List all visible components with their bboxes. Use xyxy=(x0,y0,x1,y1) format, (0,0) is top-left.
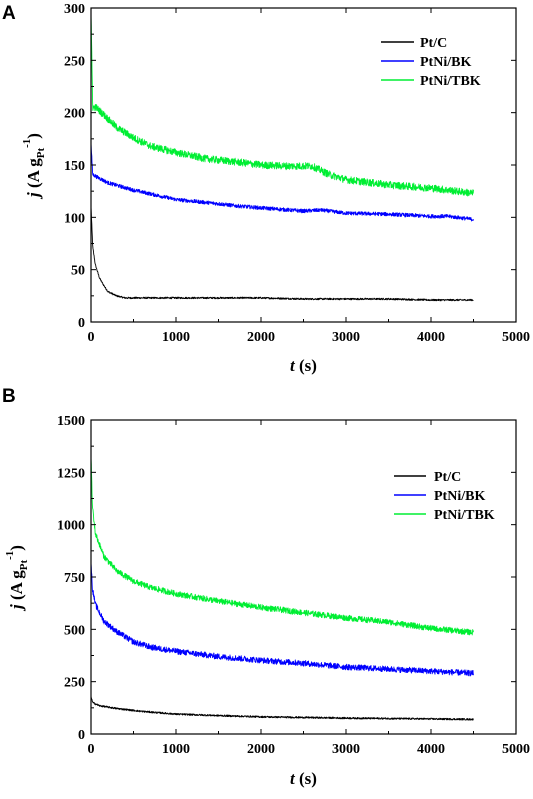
panel-b-x-tick-label: 2000 xyxy=(247,742,275,757)
panel-b-legend-label-ptc: Pt/C xyxy=(434,470,461,485)
panel-b-y-tick-label: 1000 xyxy=(57,519,85,534)
panel-b-x-tick-label: 4000 xyxy=(417,742,445,757)
panel-b-x-tick-label: 3000 xyxy=(332,742,360,757)
panel-a-series-line-ptni-bk xyxy=(90,143,474,222)
panel-a-plot-layer xyxy=(90,14,474,302)
panel-b-legend: Pt/C PtNi/BK PtNi/TBK xyxy=(394,470,495,523)
panel-a-x-tick-label: 2000 xyxy=(247,330,275,345)
panel-a-y-tick-label: 50 xyxy=(71,264,85,279)
panel-b-y-axis-title: j (A gPt-1) xyxy=(4,545,30,612)
panel-a-legend: Pt/C PtNi/BK PtNi/TBK xyxy=(381,36,481,89)
panel-b-y-tick-label: 1250 xyxy=(57,466,85,481)
panel-label-b: B xyxy=(2,386,16,407)
panel-b-y-tick-label: 500 xyxy=(64,623,85,638)
panel-a-y-tick-label: 200 xyxy=(64,107,85,122)
panel-a-series-line-ptni-tbk xyxy=(90,14,474,197)
panel-b-axes: 0 1000 2000 3000 4000 5000 0 250 500 750 1000 1250 1… xyxy=(57,414,530,757)
panel-a-y-axis-title: j (A gPt-1) xyxy=(21,133,47,200)
panel-b-plot-frame xyxy=(90,419,517,735)
panel-a-x-tick-label: 0 xyxy=(88,330,95,345)
panel-a-y-tick-label: 100 xyxy=(64,211,85,226)
panel-b-x-axis-title: t (s) xyxy=(290,769,317,788)
panel-b-x-tick-label: 5000 xyxy=(502,742,530,757)
panel-b-plot-layer xyxy=(90,457,474,721)
panel-a-y-tick-label: 250 xyxy=(64,54,85,69)
panel-b-legend-label-ptni-tbk: PtNi/TBK xyxy=(434,508,495,523)
panel-label-a: A xyxy=(2,3,16,24)
panel-a-y-tick-label: 300 xyxy=(64,2,85,17)
panel-a-x-tick-label: 3000 xyxy=(332,330,360,345)
panel-a-y-tick-label: 150 xyxy=(64,159,85,174)
panel-b-y-tick-label: 1500 xyxy=(57,414,85,429)
panel-b-y-tick-label: 250 xyxy=(64,676,85,691)
panel-a-y-tick-label: 0 xyxy=(78,316,85,331)
panel-b-y-tick-label: 750 xyxy=(64,571,85,586)
panel-a: A 0 1000 2000 3000 4000 5000 0 50 100 150 200 250 30… xyxy=(2,2,530,375)
panel-a-x-axis-title: t (s) xyxy=(290,356,317,375)
panel-b-x-tick-label: 1000 xyxy=(162,742,190,757)
panel-b-series-line-ptni-bk xyxy=(90,562,474,677)
panel-a-axes: 0 1000 2000 3000 4000 5000 0 50 100 150 200 250 300 xyxy=(64,2,530,345)
panel-b-series-line-pt-c xyxy=(90,696,474,721)
panel-b-x-tick-label: 0 xyxy=(88,742,95,757)
panel-a-x-tick-label: 1000 xyxy=(162,330,190,345)
panel-a-legend-label-ptni-tbk: PtNi/TBK xyxy=(420,74,481,89)
panel-b-legend-label-ptni-bk: PtNi/BK xyxy=(434,489,485,504)
panel-a-x-tick-label: 5000 xyxy=(502,330,530,345)
panel-b-series-line-ptni-tbk xyxy=(90,457,474,636)
panel-a-legend-label-ptc: Pt/C xyxy=(420,36,447,51)
panel-b: B 0 1000 2000 3000 4000 5000 0 250 500 750 1000 125… xyxy=(2,386,530,788)
panel-b-y-tick-label: 0 xyxy=(78,728,85,743)
panel-a-legend-label-ptni-bk: PtNi/BK xyxy=(420,55,471,70)
panel-a-x-tick-label: 4000 xyxy=(417,330,445,345)
panel-a-series-line-pt-c xyxy=(90,206,474,302)
